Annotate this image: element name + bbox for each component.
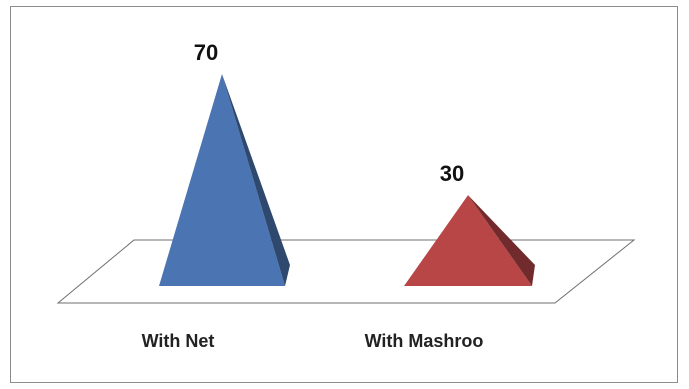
category-label-2: With Mashroo bbox=[365, 331, 484, 351]
chart-floor bbox=[56, 239, 636, 304]
pyramid-front-2 bbox=[404, 195, 532, 286]
chart-border bbox=[10, 6, 678, 383]
pyramid-front-1 bbox=[159, 74, 285, 286]
chart-labels: 70 With Net 30 With Mashroo bbox=[142, 40, 484, 351]
category-label-1: With Net bbox=[142, 331, 215, 351]
pyramid-side-1 bbox=[222, 74, 290, 286]
pyramid-side-2 bbox=[468, 195, 535, 286]
chart-marks bbox=[159, 74, 535, 286]
data-label-2: 30 bbox=[440, 161, 464, 186]
data-label-1: 70 bbox=[194, 40, 218, 65]
